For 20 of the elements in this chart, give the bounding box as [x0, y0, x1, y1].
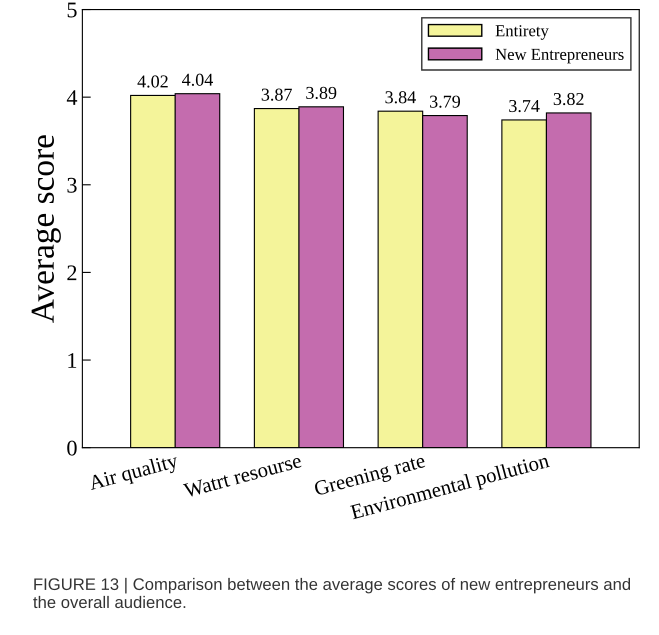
data-label: 4.02	[137, 75, 168, 88]
data-label: 3.74	[509, 100, 540, 112]
data-label: 4.04	[182, 74, 213, 86]
caption: FIGURE 13 | Comparison between the average scores of new entrepreneurs and the overall audience.	[33, 578, 630, 608]
x-tick-label: Watrt resourse	[182, 454, 302, 498]
data-label: 3.79	[430, 96, 460, 108]
data-label: 3.84	[385, 91, 416, 104]
y-tick-label: 4	[66, 90, 78, 105]
data-label: 3.82	[554, 92, 584, 106]
y-tick-label: 2	[67, 265, 76, 280]
y-tick-label: 5	[68, 2, 77, 18]
legend-label: Entirety	[496, 25, 549, 40]
legend-label: New Entrepreneurs	[496, 48, 624, 64]
y-tick-label: 0	[67, 440, 77, 456]
data-label: 3.87	[262, 88, 292, 101]
data-label: 3.89	[306, 86, 336, 100]
y-axis-title: Average score	[32, 135, 61, 323]
y-tick-label: 3	[67, 178, 77, 193]
x-tick-label: Air quality	[88, 452, 180, 494]
y-tick-label: 1	[68, 353, 76, 368]
